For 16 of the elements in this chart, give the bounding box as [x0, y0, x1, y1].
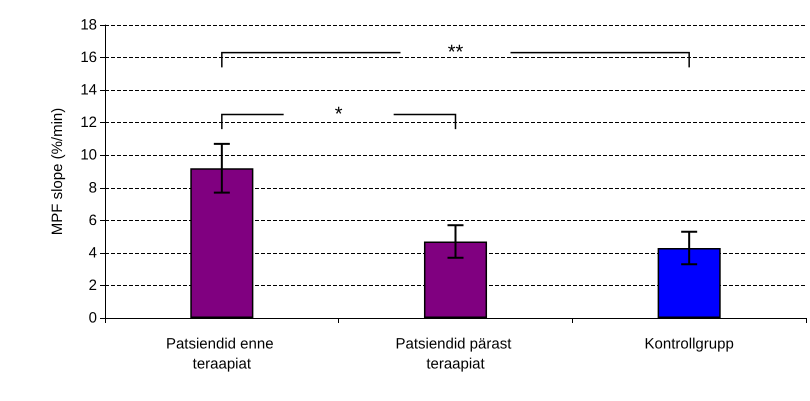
y-tick-label: 14 — [80, 82, 97, 99]
y-tick-label: 10 — [80, 146, 97, 164]
x-tick-label: Kontrollgrupp — [644, 336, 734, 352]
y-tick-label: 12 — [80, 114, 97, 132]
y-tick-label: 0 — [88, 310, 97, 326]
annotation: * — [334, 104, 343, 126]
y-tick-label: 2 — [88, 276, 97, 294]
y-axis-title: MPF slope (%/min) — [49, 108, 66, 236]
y-tick-label: 16 — [80, 49, 97, 66]
x-tick-label: Patsiendid enne teraapiat — [166, 336, 278, 372]
annotation: ** — [448, 42, 464, 64]
y-tick-label: 8 — [88, 179, 97, 196]
y-tick-label: 6 — [88, 212, 97, 229]
y-tick-label: 18 — [80, 16, 97, 34]
x-tick-label: Patsiendid pärast teraapiat — [395, 336, 516, 372]
y-tick-label: 4 — [88, 244, 97, 262]
